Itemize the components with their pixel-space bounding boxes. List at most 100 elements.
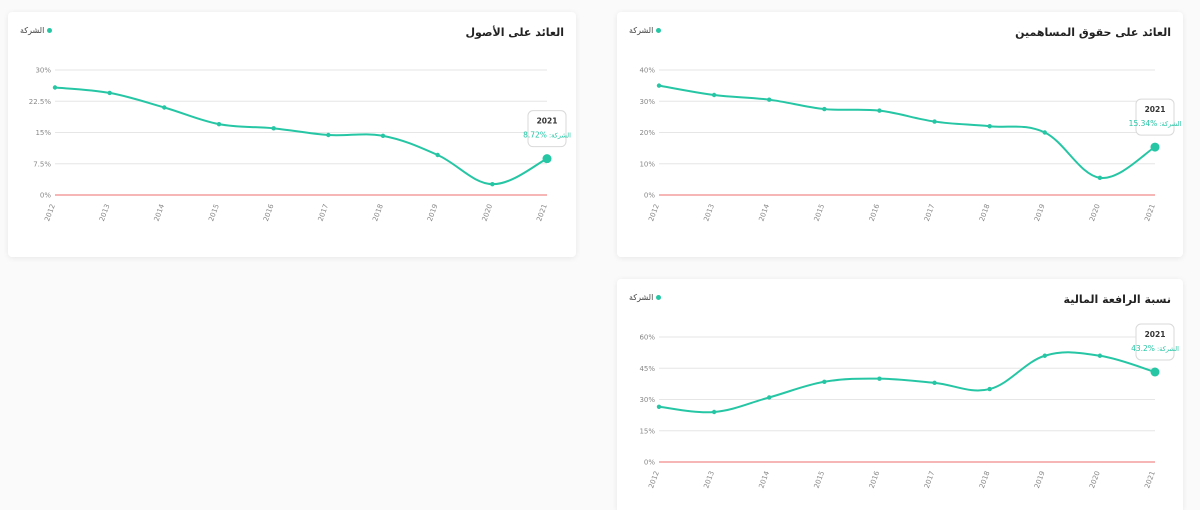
x-tick-label: 2013 <box>702 470 716 489</box>
data-point <box>822 379 827 384</box>
data-point <box>987 386 992 392</box>
data-point <box>1042 353 1047 358</box>
x-tick-label: 2013 <box>702 203 716 222</box>
y-tick-label: 0% <box>40 192 51 200</box>
data-point <box>380 133 386 139</box>
data-point <box>1150 142 1160 152</box>
tooltip-value: الشركة: %8.72 <box>523 131 571 140</box>
data-point <box>711 409 717 415</box>
data-point <box>52 85 58 90</box>
roa-legend-label: الشركة <box>20 26 45 35</box>
y-tick-label: 30% <box>639 396 655 404</box>
leverage-legend[interactable]: الشركة <box>629 293 662 302</box>
y-tick-label: 30% <box>639 98 655 106</box>
leverage-legend-label: الشركة <box>629 293 654 302</box>
x-tick-label: 2013 <box>98 203 112 222</box>
x-tick-label: 2016 <box>868 469 882 489</box>
x-tick-label: 2017 <box>923 470 937 489</box>
x-tick-label: 2014 <box>757 469 771 489</box>
y-tick-label: 45% <box>639 365 655 373</box>
roa-chart-title: العائد على الأصول <box>465 26 564 39</box>
data-point <box>767 395 772 400</box>
tooltip-year: 2021 <box>1145 330 1166 339</box>
data-point <box>435 152 440 158</box>
x-tick-label: 2020 <box>481 203 495 222</box>
data-point <box>216 121 222 127</box>
leverage-line-chart[interactable]: 0% 15% 30% 45% 60% 2012 2013 2014 2015 2016 2017 20… <box>617 279 1183 510</box>
x-tick-label: 2020 <box>1088 470 1102 489</box>
y-tick-label: 0% <box>644 192 655 200</box>
data-point <box>1150 367 1160 377</box>
data-point <box>877 376 882 381</box>
x-tick-label: 2021 <box>1143 470 1157 489</box>
x-tick-label: 2018 <box>978 470 992 489</box>
data-point <box>656 83 662 88</box>
tooltip-series-value: %43.2 <box>1131 344 1155 353</box>
roa-card: العائد على الأصول الشركة 0% 7.5% 15% 22.5% 3… <box>8 12 576 257</box>
series-line <box>658 84 1156 179</box>
tooltip-series-value: %15.34 <box>1129 119 1158 128</box>
data-point <box>1097 353 1103 358</box>
legend-dot-icon <box>47 28 53 33</box>
legend-dot-icon <box>656 295 662 300</box>
x-tick-label: 2021 <box>1143 203 1157 222</box>
y-tick-label: 0% <box>644 459 655 467</box>
leverage-tooltip: 2021 الشركة: %43.2 <box>1131 323 1179 361</box>
x-tick-label: 2012 <box>647 470 661 489</box>
tooltip-year: 2021 <box>537 117 558 126</box>
data-point <box>271 126 276 131</box>
tooltip-value: الشركة: %43.2 <box>1131 344 1179 353</box>
data-point <box>326 132 331 138</box>
x-tick-label: 2017 <box>923 203 937 222</box>
x-tick-label: 2019 <box>426 203 440 222</box>
y-tick-label: 7.5% <box>33 160 51 168</box>
leverage-chart-title: نسبة الرافعة المالية <box>1063 293 1171 306</box>
x-tick-label: 2019 <box>1033 203 1047 222</box>
x-tick-label: 2018 <box>371 203 385 222</box>
tooltip-series-label: الشركة: <box>1157 120 1181 128</box>
data-point <box>932 119 937 124</box>
tooltip-series-value: %8.72 <box>523 131 547 140</box>
roe-legend[interactable]: الشركة <box>629 26 662 35</box>
x-tick-label: 2012 <box>647 203 661 222</box>
data-point <box>1042 130 1047 135</box>
tooltip-box <box>527 110 567 148</box>
y-tick-label: 30% <box>35 67 51 75</box>
x-tick-label: 2019 <box>1033 470 1047 489</box>
x-tick-label: 2015 <box>813 203 827 222</box>
leverage-card: نسبة الرافعة المالية الشركة 0% 15% 30% 45% 6… <box>617 279 1183 510</box>
roe-legend-label: الشركة <box>629 26 654 35</box>
y-tick-label: 15% <box>35 129 51 137</box>
legend-dot-icon <box>656 28 662 33</box>
data-point <box>987 124 992 129</box>
data-point <box>822 106 827 112</box>
tooltip-year: 2021 <box>1145 105 1166 114</box>
data-point <box>877 108 882 113</box>
x-tick-label: 2016 <box>868 202 882 222</box>
data-point <box>490 181 495 187</box>
x-tick-label: 2014 <box>757 202 771 222</box>
data-point <box>767 97 772 102</box>
tooltip-series-label: الشركة: <box>547 132 571 140</box>
x-tick-label: 2016 <box>262 202 276 222</box>
y-tick-label: 15% <box>639 427 655 435</box>
roe-line-chart[interactable]: 0% 10% 20% 30% 40% 2012 2013 2014 2015 2016 2017 20… <box>617 12 1183 257</box>
roa-line-chart[interactable]: 0% 7.5% 15% 22.5% 30% 2012 2013 2014 2015 2016 201… <box>8 12 576 257</box>
roe-chart-title: العائد على حقوق المساهمين <box>1015 26 1171 39</box>
y-tick-label: 10% <box>639 160 655 168</box>
roa-tooltip: 2021 الشركة: %8.72 <box>523 110 571 148</box>
y-tick-label: 60% <box>639 334 655 342</box>
roe-card: العائد على حقوق المساهمين الشركة 0% 10% 20… <box>617 12 1183 257</box>
tooltip-value: الشركة: %15.34 <box>1129 119 1182 128</box>
data-point <box>932 380 937 386</box>
y-tick-label: 40% <box>639 67 655 75</box>
y-tick-label: 20% <box>639 129 655 137</box>
roa-legend[interactable]: الشركة <box>20 26 53 35</box>
x-tick-label: 2015 <box>207 203 221 222</box>
roe-tooltip: 2021 الشركة: %15.34 <box>1129 98 1182 136</box>
x-tick-label: 2020 <box>1088 203 1102 222</box>
x-tick-label: 2017 <box>317 203 331 222</box>
tooltip-box <box>1135 98 1175 136</box>
tooltip-series-label: الشركة: <box>1155 345 1179 353</box>
data-point <box>1097 175 1103 181</box>
